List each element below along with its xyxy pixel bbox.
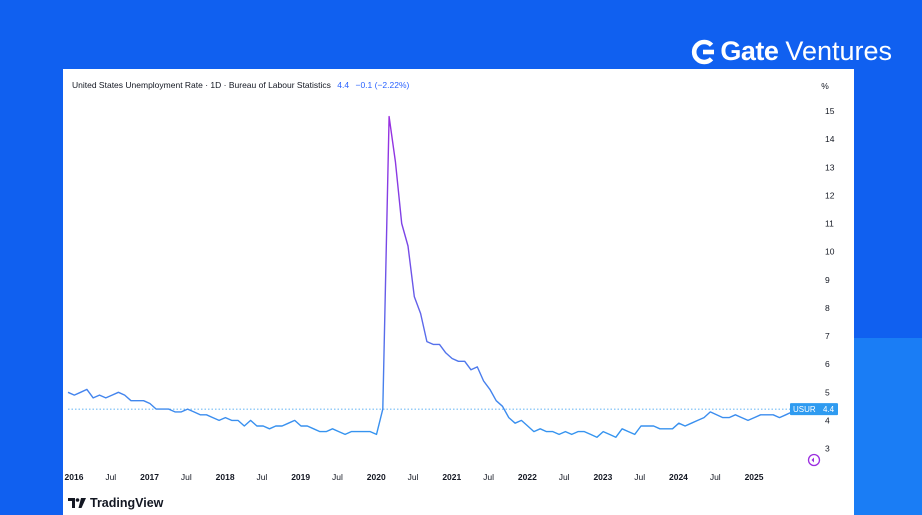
price-label-background (790, 403, 838, 416)
chart-card: United States Unemployment Rate · 1D · B… (63, 69, 854, 515)
y-tick-label: 6 (825, 359, 830, 369)
x-tick-label: 2016 (65, 472, 84, 482)
y-tick-label: 5 (825, 387, 830, 397)
y-tick-label: 10 (825, 247, 835, 257)
percent-scale-button[interactable]: % (821, 81, 829, 91)
y-tick-label: 4 (825, 415, 830, 425)
x-tick-label: Jul (710, 472, 721, 482)
x-tick-label: 2022 (518, 472, 537, 482)
tradingview-logo[interactable]: TradingView (68, 496, 163, 510)
goto-realtime-icon[interactable] (807, 453, 821, 467)
x-tick-label: Jul (634, 472, 645, 482)
y-tick-label: 9 (825, 275, 830, 285)
x-tick-label: Jul (181, 472, 192, 482)
y-tick-label: 14 (825, 134, 835, 144)
gate-logo-icon (692, 39, 715, 64)
x-tick-label: Jul (559, 472, 570, 482)
tradingview-icon (68, 498, 86, 508)
series-line-usur (67, 115, 811, 438)
price-label-symbol: USUR (793, 405, 816, 414)
y-tick-label: 12 (825, 190, 835, 200)
price-label-usur: USUR 4.4 (790, 403, 838, 416)
x-tick-label: 2023 (593, 472, 612, 482)
x-tick-label: Jul (483, 472, 494, 482)
x-tick-label: Jul (332, 472, 343, 482)
last-value: 4.4 (337, 80, 350, 90)
chart-plot: 3 4 5 6 7 8 9 10 11 12 13 14 15 2016 Jul 2017 Jul 2018 Ju… (65, 106, 838, 482)
y-tick-label: 8 (825, 303, 830, 313)
x-tick-label: 2018 (216, 472, 235, 482)
x-tick-label: Jul (256, 472, 267, 482)
x-tick-label: 2021 (442, 472, 461, 482)
x-tick-label: Jul (408, 472, 419, 482)
gate-ventures-brand: Gate Ventures (691, 36, 892, 67)
value-change: −0.1 (−2.22%) (355, 80, 410, 90)
x-tick-label: 2025 (745, 472, 764, 482)
y-tick-label: 13 (825, 162, 835, 172)
y-tick-label: 3 (825, 444, 830, 454)
y-tick-label: 15 (825, 106, 835, 116)
x-tick-label: Jul (105, 472, 116, 482)
y-tick-label: 7 (825, 331, 830, 341)
price-label-value: 4.4 (823, 405, 835, 414)
x-tick-label: 2017 (140, 472, 159, 482)
brand-name-gate: Gate (720, 36, 779, 66)
chart-title-bar: United States Unemployment Rate · 1D · B… (72, 80, 409, 90)
x-tick-label: 2024 (669, 472, 688, 482)
brand-name-ventures: Ventures (785, 36, 892, 66)
x-tick-label: 2020 (367, 472, 386, 482)
x-tick-label: 2019 (291, 472, 310, 482)
chart-title: United States Unemployment Rate · 1D · B… (72, 80, 331, 90)
y-tick-label: 11 (825, 219, 834, 229)
tradingview-label: TradingView (90, 496, 164, 510)
